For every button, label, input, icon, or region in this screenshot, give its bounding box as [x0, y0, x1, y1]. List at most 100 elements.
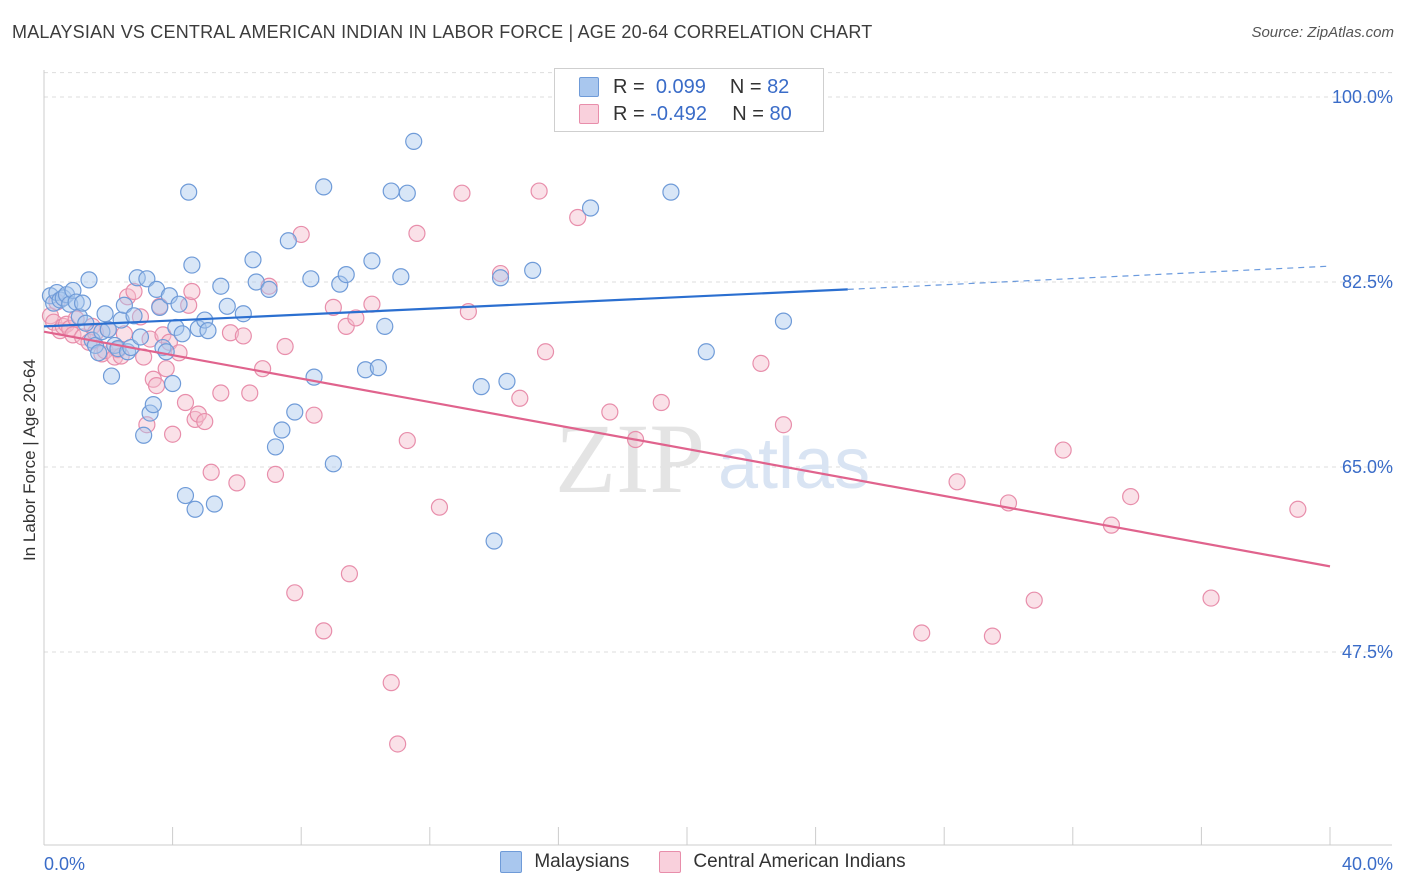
data-point: [176, 393, 195, 412]
pink-swatch: [659, 851, 682, 873]
data-point: [305, 406, 323, 424]
data-point: [1122, 488, 1140, 506]
data-point: [340, 565, 359, 583]
data-point: [530, 182, 548, 200]
data-point: [115, 325, 133, 343]
series-central-american-indians: [41, 182, 1307, 753]
n-label: N =: [729, 75, 762, 98]
data-point: [157, 360, 175, 378]
data-point: [324, 455, 342, 473]
data-point: [180, 183, 198, 201]
data-point: [157, 343, 175, 361]
data-point: [347, 309, 365, 327]
data-point: [254, 360, 272, 378]
trend-line-malaysians-extension: [847, 265, 1331, 290]
data-point: [234, 327, 252, 345]
data-point: [774, 312, 793, 330]
legend-item-central-american-indians[interactable]: Central American Indians: [659, 851, 906, 873]
data-point: [286, 584, 304, 602]
data-point: [382, 674, 400, 692]
r-label: R =: [613, 102, 645, 125]
data-point: [491, 269, 510, 287]
correlation-legend: R = 0.099 N = 82 R = -0.492 N = 80: [554, 68, 824, 132]
x-tick-label: 40.0%: [1342, 854, 1393, 874]
data-point: [279, 232, 297, 250]
data-point: [125, 307, 143, 325]
watermark: ZIP atlas: [555, 403, 870, 514]
data-point: [398, 184, 416, 202]
data-point: [948, 473, 966, 491]
data-point: [196, 412, 214, 431]
data-point: [363, 252, 381, 270]
data-point: [244, 251, 262, 269]
data-point: [498, 372, 516, 390]
data-point: [913, 624, 931, 642]
data-point: [315, 178, 333, 196]
data-point: [96, 305, 114, 323]
data-point: [273, 421, 291, 439]
data-point: [218, 297, 236, 315]
data-point: [286, 403, 304, 421]
n-value: 82: [767, 75, 790, 98]
data-point: [662, 183, 680, 201]
y-tick-label: 82.5%: [1342, 272, 1393, 292]
legend-row-malaysians: R = 0.099 N = 82: [579, 75, 789, 99]
data-point: [147, 377, 166, 395]
data-point: [1202, 589, 1220, 607]
data-point: [485, 532, 503, 550]
r-value: -0.492: [650, 102, 707, 125]
data-point: [212, 277, 230, 295]
data-point: [144, 396, 162, 414]
legend-row-central-american-indians: R = -0.492 N = 80: [579, 102, 792, 126]
data-point: [205, 495, 223, 513]
chart-title: MALAYSIAN VS CENTRAL AMERICAN INDIAN IN …: [12, 22, 873, 42]
data-point: [472, 378, 490, 396]
data-point: [186, 500, 204, 518]
y-tick-label: 47.5%: [1342, 642, 1393, 662]
data-point: [389, 735, 407, 753]
data-point: [405, 132, 423, 150]
pink-swatch: [579, 104, 599, 124]
data-point: [199, 322, 217, 340]
data-point: [1025, 591, 1043, 609]
data-point: [266, 465, 285, 483]
tick-labels: 47.5% 65.0% 82.5% 100.0% 0.0% 40.0%: [44, 87, 1393, 874]
data-point: [138, 270, 156, 288]
data-point: [247, 273, 265, 291]
data-point: [260, 280, 278, 298]
data-point: [356, 361, 375, 379]
legend-label: Malaysians: [534, 851, 630, 872]
data-point: [99, 320, 117, 339]
data-point: [228, 474, 246, 492]
data-point: [774, 416, 793, 434]
watermark-atlas: atlas: [718, 424, 870, 504]
blue-swatch: [579, 77, 599, 97]
n-value: 80: [769, 102, 792, 125]
gridlines: [44, 72, 1392, 653]
data-point: [221, 324, 240, 342]
blue-swatch: [500, 851, 523, 873]
data-point: [569, 208, 587, 227]
data-point: [315, 622, 333, 640]
data-point: [491, 264, 510, 283]
x-tick-label: 0.0%: [44, 854, 85, 874]
data-point: [241, 384, 259, 402]
data-point: [125, 282, 143, 301]
data-point: [581, 199, 600, 217]
data-point: [408, 224, 426, 242]
data-point: [652, 393, 670, 412]
trend-line-malaysians: [43, 288, 848, 328]
legend-item-malaysians[interactable]: Malaysians: [500, 851, 629, 873]
series-legend: Malaysians Central American Indians: [0, 851, 1406, 873]
data-point: [430, 498, 449, 516]
r-value: 0.099: [655, 75, 706, 98]
data-point: [524, 261, 542, 279]
data-point: [173, 325, 191, 343]
data-point: [392, 268, 410, 286]
data-point: [80, 271, 98, 289]
data-point: [135, 426, 153, 444]
data-point: [331, 275, 349, 293]
data-point: [164, 374, 182, 393]
series-malaysians: [41, 132, 793, 550]
